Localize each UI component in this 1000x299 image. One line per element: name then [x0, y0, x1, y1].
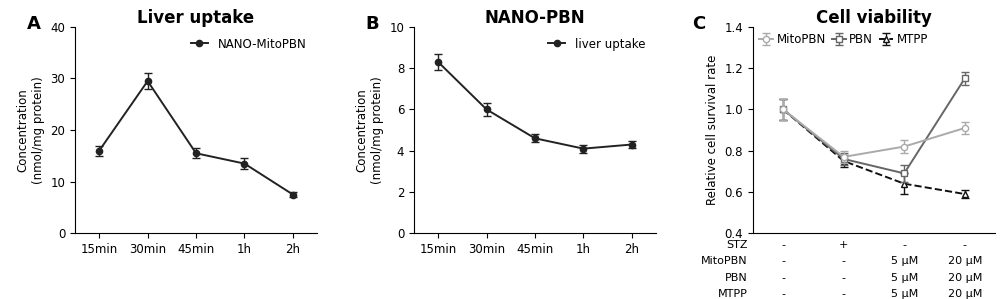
Legend: liver uptake: liver uptake	[543, 33, 650, 55]
Text: 5 μM: 5 μM	[891, 256, 918, 266]
Text: PBN: PBN	[725, 273, 748, 283]
Y-axis label: Relative cell survival rate: Relative cell survival rate	[706, 55, 719, 205]
Text: -: -	[842, 289, 846, 299]
Text: A: A	[27, 15, 40, 33]
Text: -: -	[781, 256, 785, 266]
Text: 20 μM: 20 μM	[948, 289, 982, 299]
Legend: NANO-MitoPBN: NANO-MitoPBN	[186, 33, 311, 55]
Text: 5 μM: 5 μM	[891, 289, 918, 299]
Text: 20 μM: 20 μM	[948, 256, 982, 266]
Text: 5 μM: 5 μM	[891, 273, 918, 283]
Title: Liver uptake: Liver uptake	[137, 9, 255, 27]
Title: NANO-PBN: NANO-PBN	[485, 9, 585, 27]
Title: Cell viability: Cell viability	[816, 9, 932, 27]
Y-axis label: Concentration
(nmol/mg protein): Concentration (nmol/mg protein)	[17, 76, 45, 184]
Text: -: -	[781, 240, 785, 250]
Text: 20 μM: 20 μM	[948, 273, 982, 283]
Text: -: -	[963, 240, 967, 250]
Legend: MitoPBN, PBN, MTPP: MitoPBN, PBN, MTPP	[759, 33, 928, 46]
Text: STZ: STZ	[726, 240, 748, 250]
Text: MitoPBN: MitoPBN	[701, 256, 748, 266]
Text: -: -	[902, 240, 906, 250]
Text: B: B	[366, 15, 379, 33]
Text: -: -	[781, 273, 785, 283]
Text: -: -	[842, 273, 846, 283]
Y-axis label: Concentration
(nmol/mg protein): Concentration (nmol/mg protein)	[356, 76, 384, 184]
Text: C: C	[692, 15, 706, 33]
Text: -: -	[842, 256, 846, 266]
Text: MTPP: MTPP	[718, 289, 748, 299]
Text: -: -	[781, 289, 785, 299]
Text: +: +	[839, 240, 848, 250]
